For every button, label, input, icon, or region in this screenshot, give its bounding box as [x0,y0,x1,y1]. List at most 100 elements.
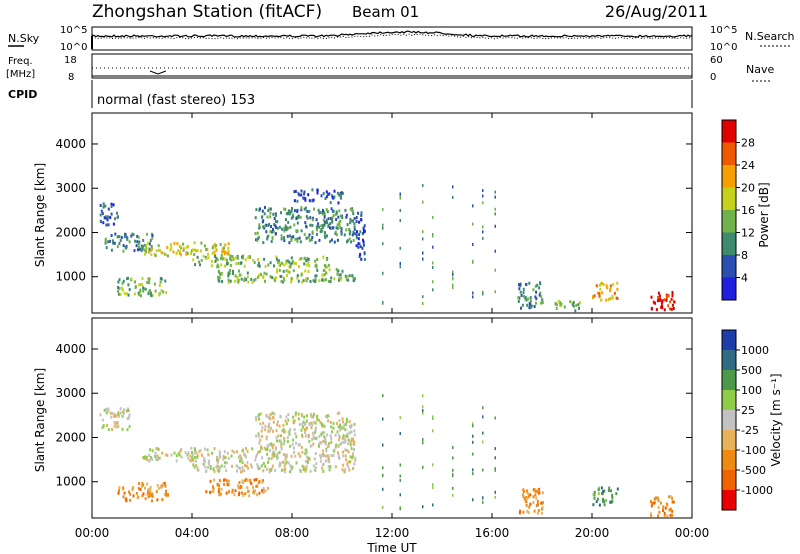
echo-cell [301,422,304,426]
echo-cell [355,219,358,223]
echo-cell [355,233,358,237]
echo-cell [145,250,147,254]
echo-cell [213,469,216,473]
echo-cell [273,451,275,455]
echo-cell [140,485,143,488]
echo-cell [131,487,134,491]
echo-cell [314,428,317,432]
echo-cell [222,455,225,458]
echo-cell [140,244,143,248]
echo-cell [224,456,227,460]
echo-cell [361,246,364,250]
echo-cell [311,218,314,222]
echo-cell [242,256,244,260]
echo-cell [178,252,181,255]
echo-cell [130,277,133,281]
echo-cell [353,277,356,281]
echo-cell [213,243,216,247]
echo-cell [285,228,288,232]
echo-cell [668,495,671,499]
echo-cell [298,265,300,268]
echo-cell [161,498,164,502]
echo-cell [185,252,188,256]
echo-cell [452,446,454,449]
echo-cell [241,469,244,473]
echo-cell [657,498,660,502]
echo-cell [328,468,331,472]
echo-cell [190,249,193,253]
echo-cell [270,468,272,472]
x-tick-label: 20:00 [575,526,610,540]
echo-cell [330,454,333,457]
colorbar-segment [722,470,736,490]
echo-cell [303,415,306,419]
echo-cell [264,424,267,428]
echo-cell [352,230,355,234]
echo-cell [122,244,125,248]
echo-cell [326,234,328,238]
echo-cell [535,297,538,301]
echo-cell [229,257,231,261]
echo-patch [517,281,544,310]
echo-cell [324,437,327,441]
echo-cell [518,511,521,515]
echo-cell [319,230,322,234]
echo-cell [602,283,605,286]
echo-cell [100,209,103,213]
echo-cell [239,486,242,490]
noise-sky-line [91,30,693,38]
echo-cell [323,234,326,238]
echo-cell [525,282,528,286]
x-tick-label: 00:00 [75,526,110,540]
echo-cell [196,466,199,470]
echo-cell [246,275,249,279]
echo-cell [665,502,668,506]
echo-cell [269,211,272,215]
echo-cell [670,495,673,499]
echo-cell [290,280,293,284]
echo-cell [270,442,273,446]
echo-cell [559,303,562,307]
echo-cell [494,490,496,494]
echo-cell [250,482,253,486]
echo-cell [138,482,141,485]
echo-cell [660,301,663,305]
echo-cell [105,246,108,250]
echo-cell [290,256,293,260]
echo-cell [107,207,110,211]
echo-cell [121,286,123,290]
echo-cell [295,441,298,445]
echo-cell [310,415,313,419]
echo-cell [353,217,356,221]
echo-cell [209,467,212,470]
echo-cell [137,245,140,249]
echo-cell [338,434,340,438]
echo-cell [557,299,560,303]
echo-cell [148,242,151,246]
echo-cell [200,249,203,253]
echo-cell [287,430,290,434]
echo-cell [151,499,153,503]
echo-cell [113,424,116,428]
echo-cell [243,277,246,281]
echo-cell [533,509,536,513]
echo-cell [669,508,672,512]
echo-cell [339,194,342,198]
echo-cell [276,260,279,264]
echo-cell [210,490,213,494]
echo-cell [125,292,128,296]
echo-cell [123,291,126,295]
echo-cell [276,423,279,427]
echo-cell [269,207,272,211]
echo-cell [225,491,228,495]
echo-cell [520,294,523,297]
echo-cell [330,437,333,441]
echo-cell [342,454,345,458]
echo-cell [286,234,289,238]
echo-cell [360,211,363,215]
echo-cell [523,295,525,298]
echo-cell [275,225,277,229]
echo-cell [193,253,196,256]
echo-cell [668,307,671,311]
